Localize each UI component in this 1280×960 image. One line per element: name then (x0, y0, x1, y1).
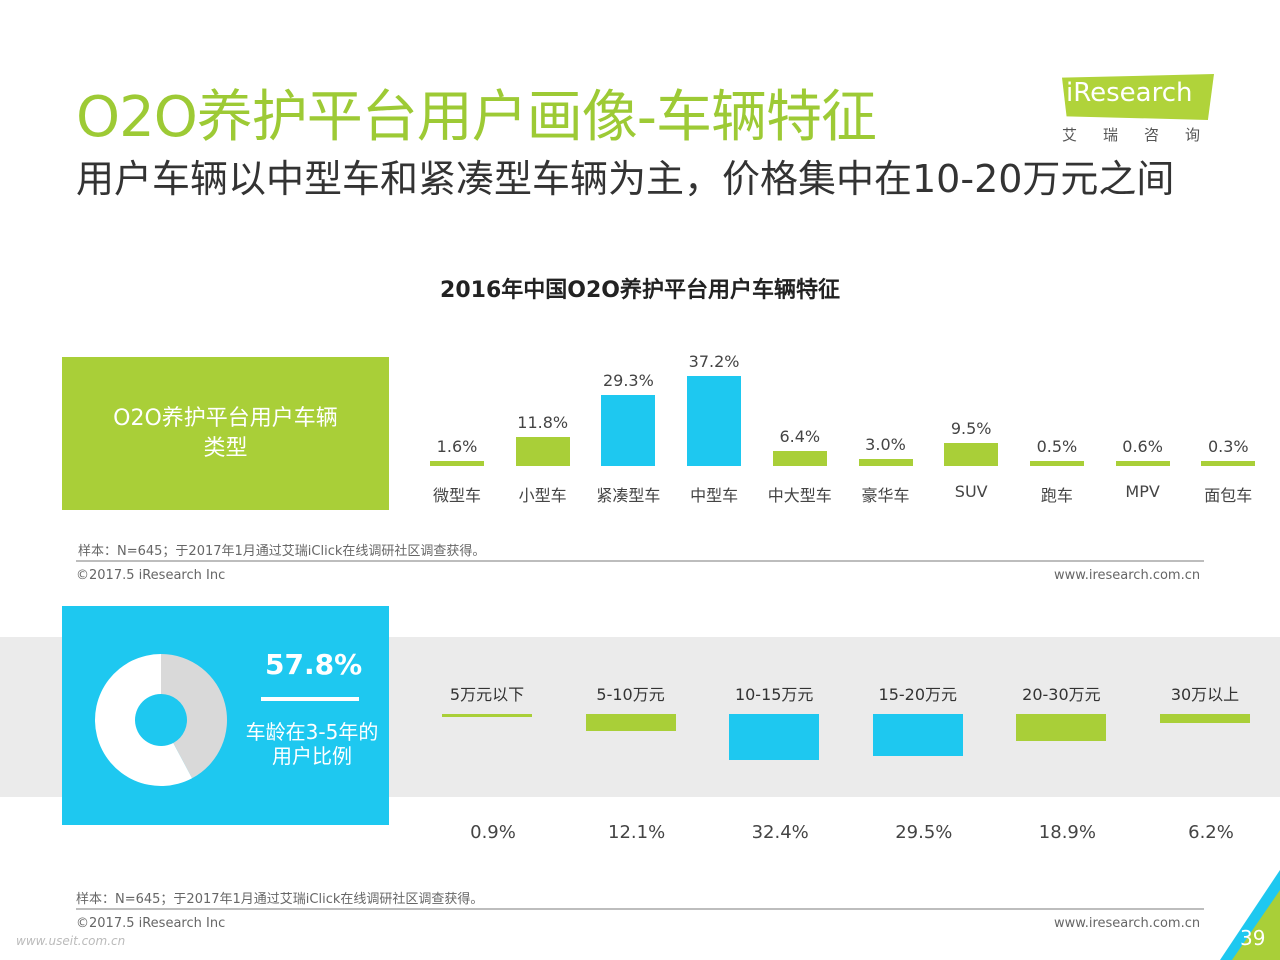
vehicle-bar-label-5: 3.0% (865, 434, 906, 454)
price-category-4: 20-30万元 (1022, 685, 1101, 704)
vehicle-bar-label-1: 11.8% (517, 413, 569, 433)
sample-note-2: 样本：N=645；于2017年1月通过艾瑞iClick在线调研社区调查获得。 (76, 892, 484, 907)
vehicle-bar-4 (772, 450, 827, 466)
vehicle-category-6: SUV (954, 482, 988, 501)
page-title: O2O养护平台用户画像-车辆特征 (76, 85, 877, 150)
price-bar-3 (872, 714, 963, 756)
vehicle-bar-5 (858, 458, 913, 466)
donut-slice-car-age (95, 654, 193, 786)
vehicle-bar-7 (1029, 461, 1084, 466)
iresearch-logo: iResearch 艾瑞咨询 (1058, 68, 1222, 150)
logo-badge (1062, 74, 1214, 120)
price-bar-label-0: 0.9% (470, 822, 516, 843)
vehicle-category-0: 微型车 (432, 486, 481, 505)
vehicle-bar-label-0: 1.6% (436, 437, 478, 456)
vehicle-bar-6 (944, 443, 999, 466)
vehicle-bar-label-3: 37.2% (688, 352, 740, 371)
vehicle-type-panel: O2O养护平台用户车辆类型 (62, 357, 389, 510)
price-bar-5 (1160, 714, 1250, 723)
vehicle-category-4: 中大型车 (767, 486, 832, 505)
vehicle-category-5: 豪华车 (861, 486, 910, 505)
page-subtitle: 用户车辆以中型车和紧凑型车辆为主，价格集中在10-20万元之间 (76, 157, 1175, 201)
vehicle-bar-label-8: 0.6% (1122, 437, 1163, 456)
vehicle-category-2: 紧凑型车 (596, 486, 661, 505)
vehicle-type-panel-label: O2O养护平台用户车辆类型 (113, 405, 338, 461)
vehicle-bar-label-2: 29.3% (602, 371, 654, 391)
logo-subtext: 艾瑞咨询 (1062, 126, 1227, 144)
price-category-5: 30万以上 (1170, 685, 1240, 704)
url-2: www.iresearch.com.cn (1054, 916, 1201, 931)
copyright-1: ©2017.5 iResearch Inc (76, 568, 226, 583)
donut-slice-other (161, 654, 227, 779)
vehicle-bar-label-7: 0.5% (1036, 437, 1078, 456)
page-number: 39 (1240, 926, 1266, 950)
url-1: www.iresearch.com.cn (1054, 568, 1201, 583)
vehicle-category-3: 中型车 (690, 486, 739, 505)
car-age-percentage: 57.8% (265, 648, 363, 681)
price-bar-1 (585, 714, 676, 732)
logo-text: iResearch (1066, 78, 1193, 108)
chart-title: 2016年中国O2O养护平台用户车辆特征 (440, 278, 840, 303)
vehicle-bar-label-6: 9.5% (950, 419, 992, 439)
vehicle-bar-3 (687, 376, 742, 466)
corner-decoration (1220, 870, 1280, 960)
vehicle-bar-1 (515, 437, 570, 466)
vehicle-category-9: 面包车 (1204, 486, 1253, 505)
price-bar-0 (442, 714, 532, 717)
vehicle-bar-8 (1115, 461, 1170, 466)
vehicle-category-1: 小型车 (518, 486, 567, 505)
watermark-text: www.useit.com.cn (16, 934, 126, 948)
sample-note-1: 样本：N=645；于2017年1月通过艾瑞iClick在线调研社区调查获得。 (78, 544, 486, 559)
vehicle-bar-label-9: 0.3% (1207, 437, 1249, 456)
vehicle-category-7: 跑车 (1040, 486, 1073, 505)
price-category-1: 5-10万元 (596, 685, 665, 704)
price-category-2: 10-15万元 (734, 685, 814, 704)
vehicle-bar-label-4: 6.4% (779, 426, 821, 446)
car-age-donut (95, 654, 227, 786)
price-bar-label-3: 29.5% (895, 822, 953, 843)
vehicle-category-8: MPV (1125, 482, 1160, 501)
price-bar-4 (1016, 714, 1107, 741)
car-age-panel (62, 606, 389, 825)
price-category-0: 5万元以下 (449, 685, 525, 704)
vehicle-bar-0 (430, 461, 484, 466)
car-age-label: 车龄在3-5年的用户比例 (245, 720, 379, 768)
divider-1 (76, 560, 1204, 562)
divider-2 (76, 908, 1204, 910)
price-bar-2 (729, 714, 820, 760)
price-category-3: 15-20万元 (878, 685, 958, 704)
vehicle-bar-2 (601, 395, 656, 466)
copyright-2: ©2017.5 iResearch Inc (76, 916, 226, 931)
vehicle-bar-9 (1201, 461, 1256, 466)
price-bar-label-4: 18.9% (1038, 822, 1096, 843)
price-bar-label-5: 6.2% (1188, 822, 1234, 843)
price-bar-label-1: 12.1% (608, 822, 666, 843)
car-age-underline (261, 697, 359, 701)
price-bar-label-2: 32.4% (751, 822, 809, 843)
